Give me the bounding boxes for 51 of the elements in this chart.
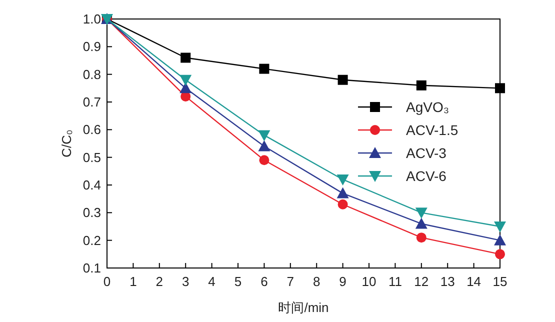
- x-tick-label: 0: [103, 274, 111, 289]
- x-tick-label: 14: [466, 274, 482, 289]
- point: [259, 64, 270, 74]
- point: [416, 232, 426, 243]
- point: [338, 199, 348, 210]
- point: [259, 155, 270, 166]
- point: [416, 80, 426, 90]
- legend-label: AgVO₃: [406, 99, 450, 115]
- point: [258, 130, 270, 142]
- x-tick-label: 2: [156, 274, 164, 289]
- y-tick-label: 0.3: [82, 205, 101, 220]
- point: [336, 187, 349, 198]
- point: [495, 83, 505, 94]
- point: [180, 52, 191, 63]
- y-tick-label: 0.1: [82, 260, 101, 276]
- legend-label: ACV-6: [406, 168, 447, 184]
- x-tick-label: 15: [492, 274, 508, 289]
- point: [415, 208, 428, 219]
- legend-label: ACV-3: [406, 145, 447, 161]
- point: [495, 249, 505, 260]
- x-tick-label: 13: [440, 274, 455, 289]
- point: [336, 174, 349, 186]
- y-axis-title: C/C₀: [59, 130, 74, 158]
- y-tick-label: 0.6: [82, 122, 101, 138]
- y-tick-label: 0.4: [82, 178, 101, 192]
- x-tick-label: 8: [312, 274, 320, 289]
- y-tick-label: 0.5: [82, 150, 101, 165]
- x-tick-label: 3: [182, 274, 190, 289]
- x-tick-label: 5: [234, 274, 242, 289]
- x-tick-label: 4: [208, 274, 216, 289]
- x-tick-label: 7: [286, 274, 294, 289]
- point: [338, 74, 348, 85]
- x-axis-title: 时间/min: [278, 300, 329, 315]
- point: [494, 222, 506, 232]
- x-tick-label: 9: [339, 274, 346, 289]
- y-tick-label: 0.2: [82, 232, 101, 248]
- y-tick-label: 0.7: [82, 94, 101, 110]
- y-tick-label: 0.8: [82, 66, 101, 82]
- point: [415, 218, 428, 229]
- point: [180, 74, 192, 86]
- point: [494, 234, 506, 246]
- y-tick-label: 1.0: [82, 12, 101, 26]
- y-tick-label: 0.9: [82, 39, 101, 54]
- x-tick-label: 1: [130, 274, 137, 289]
- point: [258, 140, 270, 152]
- x-tick-label: 11: [388, 274, 402, 289]
- point: [180, 82, 192, 94]
- x-tick-label: 6: [260, 274, 268, 289]
- legend-label: ACV-1.5: [406, 122, 458, 138]
- x-tick-label: 12: [414, 274, 429, 289]
- x-tick-label: 10: [362, 274, 376, 289]
